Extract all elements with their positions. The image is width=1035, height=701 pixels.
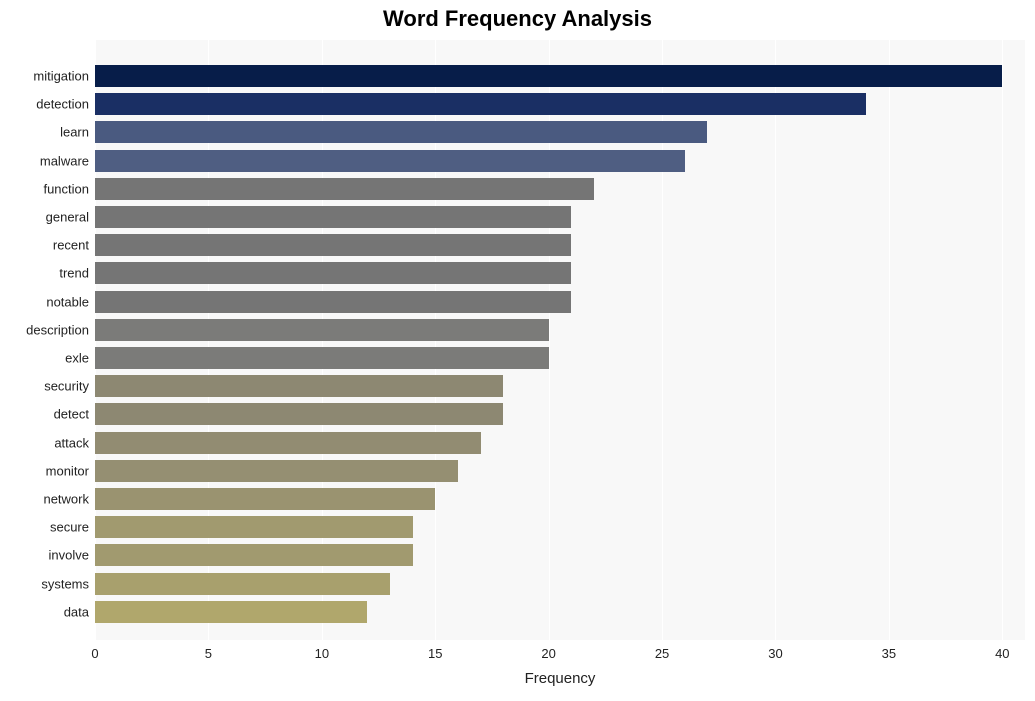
- y-tick-label: security: [44, 379, 89, 394]
- y-tick-label: notable: [46, 294, 89, 309]
- y-tick-label: malware: [40, 153, 89, 168]
- y-tick-label: general: [46, 210, 89, 225]
- y-tick-label: monitor: [46, 463, 89, 478]
- y-tick-label: exle: [65, 351, 89, 366]
- bar: [95, 347, 549, 369]
- x-tick-label: 30: [768, 646, 782, 661]
- y-tick-label: detect: [54, 407, 89, 422]
- bar: [95, 460, 458, 482]
- word-frequency-chart: Word Frequency Analysis Frequency 051015…: [0, 0, 1035, 701]
- x-tick-label: 15: [428, 646, 442, 661]
- gridline: [889, 40, 890, 640]
- plot-area: Frequency 0510152025303540mitigationdete…: [95, 40, 1025, 640]
- bar: [95, 150, 685, 172]
- y-tick-label: mitigation: [33, 69, 89, 84]
- y-tick-label: trend: [59, 266, 89, 281]
- bar: [95, 375, 503, 397]
- gridline: [775, 40, 776, 640]
- bar: [95, 432, 481, 454]
- y-tick-label: detection: [36, 97, 89, 112]
- bar: [95, 65, 1002, 87]
- chart-title: Word Frequency Analysis: [0, 0, 1035, 32]
- x-tick-label: 20: [541, 646, 555, 661]
- y-tick-label: systems: [41, 576, 89, 591]
- y-tick-label: description: [26, 322, 89, 337]
- bar: [95, 93, 866, 115]
- x-tick-label: 5: [205, 646, 212, 661]
- y-tick-label: function: [43, 181, 89, 196]
- x-tick-label: 0: [91, 646, 98, 661]
- x-tick-label: 35: [882, 646, 896, 661]
- bar: [95, 178, 594, 200]
- bar: [95, 121, 707, 143]
- bar: [95, 601, 367, 623]
- x-axis-title: Frequency: [525, 670, 596, 687]
- y-tick-label: involve: [49, 548, 89, 563]
- x-tick-label: 10: [315, 646, 329, 661]
- y-tick-label: data: [64, 604, 89, 619]
- bar: [95, 544, 413, 566]
- bar: [95, 516, 413, 538]
- x-tick-label: 40: [995, 646, 1009, 661]
- bar: [95, 206, 571, 228]
- bar: [95, 319, 549, 341]
- bar: [95, 262, 571, 284]
- y-tick-label: network: [43, 492, 89, 507]
- bar: [95, 234, 571, 256]
- bar: [95, 403, 503, 425]
- gridline: [1002, 40, 1003, 640]
- x-tick-label: 25: [655, 646, 669, 661]
- y-tick-label: attack: [54, 435, 89, 450]
- y-tick-label: learn: [60, 125, 89, 140]
- y-tick-label: secure: [50, 520, 89, 535]
- bar: [95, 573, 390, 595]
- y-tick-label: recent: [53, 238, 89, 253]
- bar: [95, 488, 435, 510]
- bar: [95, 291, 571, 313]
